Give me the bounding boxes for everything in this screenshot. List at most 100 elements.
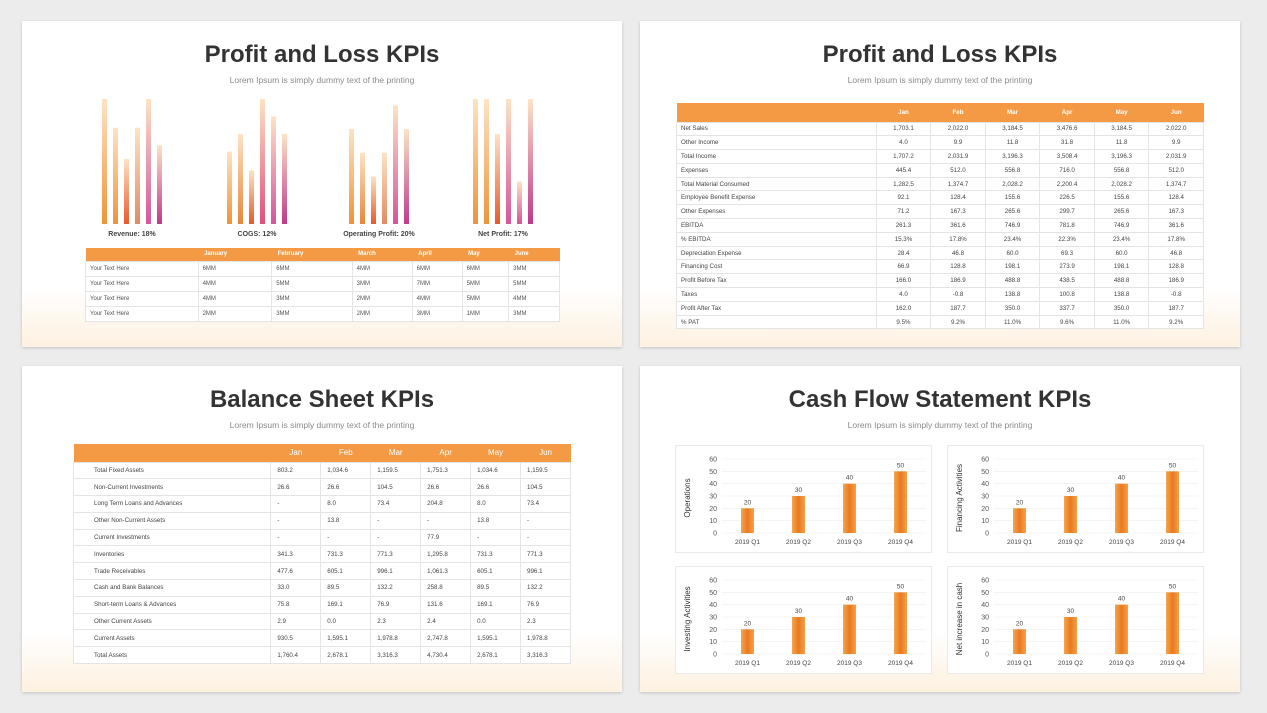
table-cell: 3MM — [508, 305, 560, 322]
y-tick-label: 0 — [985, 531, 989, 538]
table-cell: 361.6 — [930, 218, 986, 233]
table-cell: 8.0 — [470, 495, 522, 513]
table-cell: 89.5 — [470, 579, 522, 597]
table-cell: 3,196.3 — [984, 149, 1041, 164]
cash-flow-bar — [1115, 604, 1128, 654]
table-cell: 746.9 — [984, 218, 1041, 233]
table-cell: 2,747.8 — [420, 629, 472, 648]
table-cell: 13.8 — [320, 511, 372, 530]
y-tick-label: 60 — [709, 578, 717, 585]
table-cell: 167.3 — [930, 204, 986, 220]
slide-pl-charts[interactable]: Profit and Loss KPIs Lorem Ipsum is simp… — [22, 21, 622, 347]
table-cell: 23.4% — [984, 231, 1041, 247]
table-cell: 605.1 — [470, 562, 522, 581]
mini-bar — [124, 159, 129, 224]
slide-balance-sheet[interactable]: Balance Sheet KPIs Lorem Ipsum is simply… — [22, 366, 622, 692]
table-cell: 15.3% — [875, 231, 932, 247]
table-cell: 350.0 — [1093, 300, 1150, 316]
slide-cash-flow[interactable]: Cash Flow Statement KPIs Lorem Ipsum is … — [640, 366, 1240, 692]
table-row: Other Current Assets 2.9 0.0 2.3 2.4 0.0 2.3 — [72, 612, 571, 631]
x-tick-label: 2019 Q3 — [1109, 660, 1134, 667]
column-header: March — [352, 248, 413, 261]
table-cell: 162.0 — [875, 300, 932, 316]
row-label: Your Text Here — [85, 290, 199, 307]
table-cell: 0.0 — [470, 612, 522, 631]
x-tick-label: 2019 Q3 — [837, 539, 862, 546]
x-tick-label: 2019 Q2 — [1058, 539, 1083, 546]
column-header: Mar — [985, 103, 1040, 122]
table-cell: -0.8 — [1148, 287, 1204, 302]
table-cell: - — [270, 511, 322, 530]
column-header: Jan — [270, 444, 321, 462]
table-cell: 104.5 — [370, 478, 422, 497]
data-label: 50 — [1169, 462, 1177, 469]
table-cell: 337.7 — [1039, 300, 1095, 316]
table-cell: 2,028.2 — [984, 176, 1041, 192]
balance-sheet-table: Jan Feb Mar Apr May Jun Total Fixed Assets 803.… — [72, 444, 571, 665]
mini-bar-charts: Revenue: 18% COGS: 12% Operating Profit: 2… — [102, 99, 533, 238]
table-cell: 155.6 — [984, 190, 1041, 206]
table-cell: 11.0% — [984, 314, 1041, 330]
row-label: Trade Receivables — [72, 562, 272, 581]
table-cell: 488.8 — [984, 273, 1041, 289]
table-row: Total Assets 1,760.4 2,678.1 3,316.3 4,730.4… — [72, 646, 571, 665]
table-cell: 100.8 — [1039, 287, 1095, 302]
cash-flow-bar — [741, 508, 754, 533]
table-cell: 186.9 — [1148, 273, 1204, 289]
table-row: Trade Receivables 477.6 605.1 996.1 1,061.3 6… — [72, 562, 571, 581]
row-label: Short-term Loans & Advances — [72, 595, 272, 614]
table-cell: 17.8% — [1148, 231, 1204, 247]
table-cell: 138.8 — [1093, 287, 1150, 302]
table-cell: 9.9 — [1148, 135, 1204, 151]
table-row: Other Expenses 71.2 167.3 265.6 299.7 265.6 16… — [676, 204, 1204, 220]
x-tick-label: 2019 Q1 — [1007, 660, 1032, 667]
table-cell: 5MM — [508, 275, 560, 292]
table-cell: 46.8 — [930, 245, 986, 261]
table-row: Your Text Here 2MM 3MM 2MM 3MM 1MM 3MM — [85, 305, 560, 322]
y-tick-label: 0 — [713, 531, 717, 538]
table-cell: 128.4 — [930, 190, 986, 206]
row-label: Other Income — [676, 135, 877, 151]
table-cell: 4.0 — [875, 135, 932, 151]
x-tick-label: 2019 Q4 — [1160, 660, 1185, 667]
table-row: Non-Current Investments 26.6 26.6 104.5 26.6… — [72, 478, 571, 497]
cash-flow-bar — [843, 604, 856, 654]
table-cell: 73.4 — [370, 495, 422, 513]
y-axis-label: Operations — [683, 478, 692, 517]
cash-flow-bar — [741, 629, 754, 654]
mini-bar — [102, 99, 107, 224]
data-label: 20 — [1016, 620, 1024, 627]
slide-title: Balance Sheet KPIs — [209, 386, 435, 413]
table-cell: 771.3 — [520, 545, 571, 564]
table-row: Cash and Bank Balances 33.0 89.5 132.2 258.8… — [72, 579, 571, 597]
row-label: Cash and Bank Balances — [72, 579, 272, 597]
table-cell: 477.6 — [270, 562, 322, 581]
y-tick-label: 50 — [709, 469, 717, 476]
table-cell: 155.6 — [1093, 190, 1150, 206]
table-cell: 1,703.1 — [875, 121, 932, 137]
x-tick-label: 2019 Q3 — [1109, 539, 1134, 546]
slide-subtitle: Lorem Ipsum is simply dummy text of the … — [229, 420, 415, 430]
table-cell: 731.3 — [320, 545, 372, 564]
mini-bar — [360, 152, 365, 224]
table-row: Net Sales 1,703.1 2,022.0 3,184.5 3,476.6 3,1… — [676, 121, 1204, 137]
table-cell: 273.9 — [1039, 259, 1095, 275]
table-cell: 716.0 — [1039, 162, 1095, 178]
row-label: Total Income — [676, 149, 877, 164]
table-cell: 4MM — [411, 290, 463, 307]
table-cell: 3,316.3 — [370, 646, 422, 665]
slide-pl-table[interactable]: Profit and Loss KPIs Lorem Ipsum is simp… — [640, 21, 1240, 347]
column-header — [85, 248, 199, 261]
column-header: Apr — [1039, 103, 1095, 122]
y-tick-label: 20 — [981, 506, 989, 513]
table-row: Your Text Here 6MM 6MM 4MM 6MM 6MM 3MM — [85, 260, 560, 277]
table-cell: 46.8 — [1148, 245, 1204, 261]
table-cell: 4MM — [508, 290, 560, 307]
slide-subtitle: Lorem Ipsum is simply dummy text of the … — [229, 75, 415, 85]
table-cell: 556.8 — [1093, 162, 1150, 178]
table-row: Depreciation Expense 28.4 46.8 60.0 69.3 60.0… — [676, 245, 1204, 261]
mini-bar — [238, 134, 243, 224]
x-tick-label: 2019 Q4 — [888, 660, 913, 667]
column-header: May — [1094, 103, 1149, 122]
table-cell: 350.0 — [984, 300, 1041, 316]
